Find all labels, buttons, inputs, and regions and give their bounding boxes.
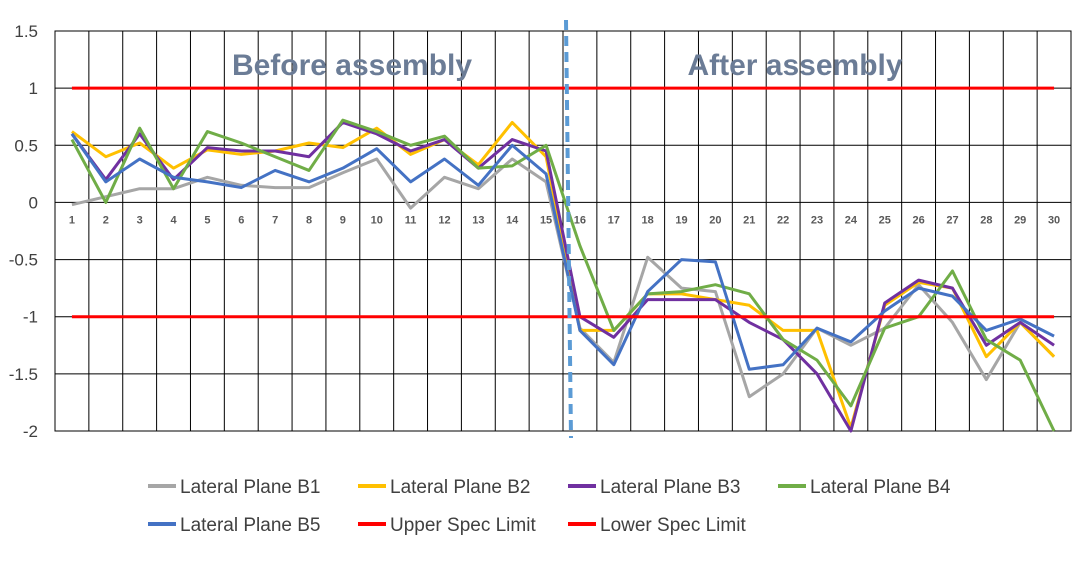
- x-tick-label: 20: [709, 214, 721, 226]
- x-tick-label: 7: [272, 214, 278, 226]
- x-tick-label: 8: [306, 214, 312, 226]
- x-tick-label: 27: [946, 214, 958, 226]
- x-tick-label: 23: [811, 214, 823, 226]
- x-tick-label: 19: [675, 214, 687, 226]
- x-tick-label: 12: [438, 214, 450, 226]
- y-tick-label: -1: [23, 308, 38, 327]
- x-tick-label: 1: [69, 214, 75, 226]
- x-tick-label: 22: [777, 214, 789, 226]
- x-axis-ticks: 1 2 3 4 5 6 7 8 9 10 11 12 13 14 15 16 17 18 19 20 21 22 23 24 2…: [69, 214, 1060, 226]
- y-tick-label: -1.5: [9, 365, 38, 384]
- y-tick-label: 1.5: [14, 22, 38, 41]
- x-tick-label: 18: [642, 214, 654, 226]
- before-assembly-label: Before assembly: [232, 49, 472, 82]
- y-tick-label: 1: [29, 79, 38, 98]
- x-tick-label: 17: [608, 214, 620, 226]
- x-tick-label: 29: [1014, 214, 1026, 226]
- lateral-plane-b2-line: [71, 120, 1056, 430]
- x-tick-label: 21: [743, 214, 755, 226]
- x-tick-label: 13: [472, 214, 484, 226]
- x-tick-label: 4: [170, 214, 177, 226]
- x-tick-label: 9: [340, 214, 346, 226]
- x-tick-label: 15: [540, 214, 552, 226]
- x-tick-label: 2: [103, 214, 109, 226]
- x-tick-label: 11: [405, 214, 417, 226]
- legend: Lateral Plane B1 Lateral Plane B2 Lateral …: [148, 477, 951, 536]
- x-tick-label: 26: [912, 214, 924, 226]
- lateral-plane-b5-line: [70, 132, 1055, 371]
- x-tick-label: 28: [980, 214, 992, 226]
- legend-label-lateral-plane-b2: Lateral Plane B2: [390, 477, 531, 498]
- legend-label-lateral-plane-b1: Lateral Plane B1: [180, 477, 321, 498]
- legend-label-lateral-plane-b4: Lateral Plane B4: [810, 477, 951, 498]
- x-tick-label: 24: [845, 214, 858, 226]
- legend-label-lateral-plane-b3: Lateral Plane B3: [600, 477, 741, 498]
- x-tick-label: 30: [1048, 214, 1060, 226]
- series-lines: [70, 86, 1056, 433]
- y-tick-label: -2: [23, 422, 38, 441]
- x-tick-label: 3: [137, 214, 143, 226]
- x-tick-label: 5: [204, 214, 210, 226]
- x-tick-label: 14: [506, 214, 519, 226]
- assembly-divider: [564, 19, 573, 439]
- lateral-plane-b3-line: [70, 120, 1055, 433]
- y-axis-ticks: 1.5 1 0.5 0 -0.5 -1 -1.5 -2: [9, 22, 38, 441]
- x-tick-label: 10: [371, 214, 383, 226]
- after-assembly-label: After assembly: [687, 49, 902, 82]
- x-tick-label: 6: [238, 214, 244, 226]
- y-tick-label: 0: [29, 193, 38, 212]
- y-tick-label: -0.5: [9, 251, 38, 270]
- legend-label-lateral-plane-b5: Lateral Plane B5: [180, 515, 321, 536]
- x-tick-label: 25: [879, 214, 891, 226]
- y-tick-label: 0.5: [14, 136, 38, 155]
- legend-label-upper-spec-limit: Upper Spec Limit: [390, 515, 536, 536]
- legend-label-lower-spec-limit: Lower Spec Limit: [600, 515, 746, 536]
- x-tick-label: 16: [574, 214, 586, 226]
- lateral-plane-b4-line: [70, 118, 1056, 432]
